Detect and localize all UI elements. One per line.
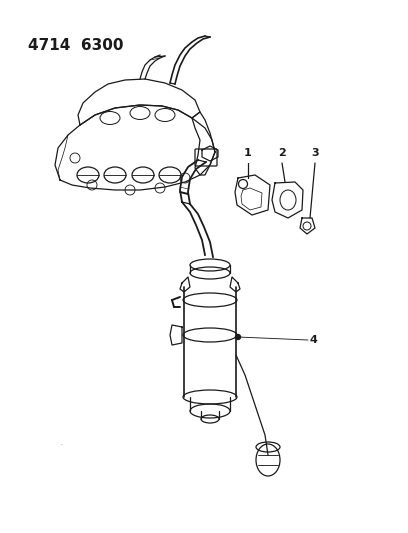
Text: 4714  6300: 4714 6300	[28, 38, 124, 53]
Text: 3: 3	[311, 148, 319, 158]
Text: 1: 1	[244, 148, 252, 158]
Text: .: .	[60, 437, 64, 447]
Text: 2: 2	[278, 148, 286, 158]
Circle shape	[235, 335, 240, 340]
Text: 4: 4	[310, 335, 318, 345]
